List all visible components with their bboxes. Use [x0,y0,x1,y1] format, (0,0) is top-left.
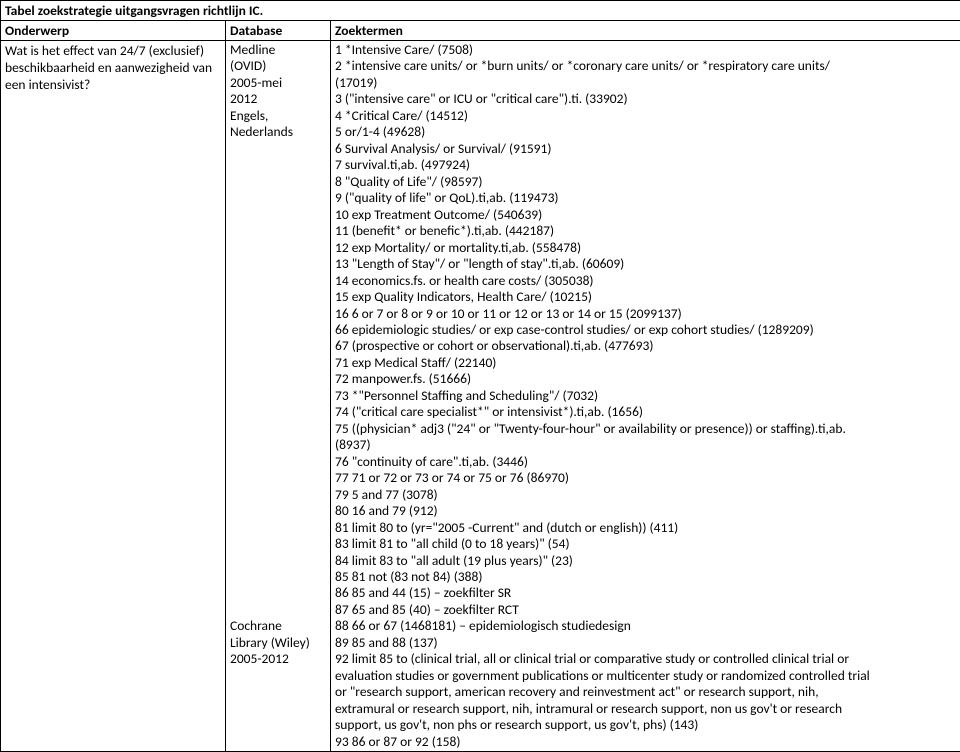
database-line [230,503,326,519]
content-row: Wat is het effect van 24/7 (exclusief) b… [1,41,960,752]
zoekterm-line: 1 *Intensive Care/ (7508) [335,42,956,58]
database-line [230,520,326,536]
zoekterm-line: 84 limit 83 to "all adult (19 plus years… [335,553,956,569]
zoekterm-line: 80 16 and 79 (912) [335,503,956,519]
zoekterm-line: 85 81 not (83 not 84) (388) [335,569,956,585]
table-title: Tabel zoekstrategie uitgangsvragen richt… [1,1,960,21]
zoekterm-line: 14 economics.fs. or health care costs/ (… [335,273,956,289]
database-line [230,371,326,387]
database-line [230,141,326,157]
database-line [230,388,326,404]
database-line: Cochrane [230,618,326,634]
header-zoektermen: Zoektermen [331,21,960,41]
zoekterm-line: 10 exp Treatment Outcome/ (540639) [335,207,956,223]
database-line [230,454,326,470]
database-line [230,421,326,437]
zoekterm-line: 75 ((physician* adj3 ("24" or "Twenty-fo… [335,421,956,437]
search-strategy-table: Tabel zoekstrategie uitgangsvragen richt… [0,0,960,752]
zoekterm-line: 93 86 or 87 or 92 (158) [335,734,956,750]
zoekterm-line: 86 85 and 44 (15) – zoekfilter SR [335,585,956,601]
database-line [230,223,326,239]
database-line: 2005-mei [230,75,326,91]
database-line: Medline [230,42,326,58]
database-line [230,289,326,305]
database-line [230,355,326,371]
zoekterm-line: 2 *intensive care units/ or *burn units/… [335,58,956,74]
zoekterm-line: 4 *Critical Care/ (14512) [335,108,956,124]
header-database: Database [226,21,331,41]
database-line [230,207,326,223]
zoekterm-line: 72 manpower.fs. (51666) [335,371,956,387]
database-cell: Medline(OVID)2005-mei2012Engels,Nederlan… [226,41,331,752]
zoekterm-line: 67 (prospective or cohort or observation… [335,338,956,354]
zoekterm-line: 79 5 and 77 (3078) [335,487,956,503]
zoekterm-line: 13 "Length of Stay"/ or "length of stay"… [335,256,956,272]
onderwerp-cell: Wat is het effect van 24/7 (exclusief) b… [1,41,226,752]
zoekterm-line: 89 85 and 88 (137) [335,635,956,651]
zoekterm-line: (17019) [335,75,956,91]
zoekterm-line: or "research support, american recovery … [335,684,956,700]
database-line [230,190,326,206]
database-line [230,569,326,585]
zoekterm-line: support, us gov't, non phs or research s… [335,717,956,733]
zoekterm-line: 66 epidemiologic studies/ or exp case-co… [335,322,956,338]
database-line: Engels, [230,108,326,124]
title-row: Tabel zoekstrategie uitgangsvragen richt… [1,1,960,21]
database-line [230,553,326,569]
database-line [230,585,326,601]
zoekterm-line: 87 65 and 85 (40) – zoekfilter RCT [335,602,956,618]
database-line: Library (Wiley) [230,635,326,651]
header-row: Onderwerp Database Zoektermen [1,21,960,41]
zoekterm-line: 12 exp Mortality/ or mortality.ti,ab. (5… [335,240,956,256]
database-line [230,437,326,453]
zoekterm-line: (8937) [335,437,956,453]
zoekterm-line: 7 survival.ti,ab. (497924) [335,157,956,173]
database-line [230,470,326,486]
zoekterm-line: 81 limit 80 to (yr="2005 -Current" and (… [335,520,956,536]
database-line: 2005-2012 [230,651,326,667]
zoekterm-line: 11 (benefit* or benefic*).ti,ab. (442187… [335,223,956,239]
zoekterm-line: 5 or/1-4 (49628) [335,124,956,140]
zoekterm-line: 73 *"Personnel Staffing and Scheduling"/… [335,388,956,404]
database-line [230,487,326,503]
zoektermen-cell: 1 *Intensive Care/ (7508)2 *intensive ca… [331,41,960,752]
zoekterm-line: 8 "Quality of Life"/ (98597) [335,174,956,190]
zoekterm-line: 71 exp Medical Staff/ (22140) [335,355,956,371]
database-line [230,273,326,289]
database-line [230,536,326,552]
database-line [230,240,326,256]
zoekterm-line: 16 6 or 7 or 8 or 9 or 10 or 11 or 12 or… [335,306,956,322]
database-line [230,256,326,272]
zoekterm-line: 9 ("quality of life" or QoL).ti,ab. (119… [335,190,956,206]
database-line [230,602,326,618]
zoekterm-line: 88 66 or 67 (1468181) – epidemiologisch … [335,618,956,634]
database-line [230,338,326,354]
zoekterm-line: 74 ("critical care specialist*" or inten… [335,404,956,420]
zoekterm-line: evaluation studies or government publica… [335,668,956,684]
database-line: 2012 [230,91,326,107]
zoekterm-line: 3 ("intensive care" or ICU or "critical … [335,91,956,107]
database-line: (OVID) [230,58,326,74]
zoekterm-line: 83 limit 81 to "all child (0 to 18 years… [335,536,956,552]
zoekterm-line: 76 "continuity of care".ti,ab. (3446) [335,454,956,470]
database-line: Nederlands [230,124,326,140]
zoekterm-line: 92 limit 85 to (clinical trial, all or c… [335,651,956,667]
header-onderwerp: Onderwerp [1,21,226,41]
zoekterm-line: extramural or research support, nih, int… [335,701,956,717]
zoekterm-line: 77 71 or 72 or 73 or 74 or 75 or 76 (869… [335,470,956,486]
database-line [230,306,326,322]
zoekterm-line: 15 exp Quality Indicators, Health Care/ … [335,289,956,305]
database-line [230,322,326,338]
database-line [230,174,326,190]
database-line [230,404,326,420]
zoekterm-line: 6 Survival Analysis/ or Survival/ (91591… [335,141,956,157]
database-line [230,157,326,173]
